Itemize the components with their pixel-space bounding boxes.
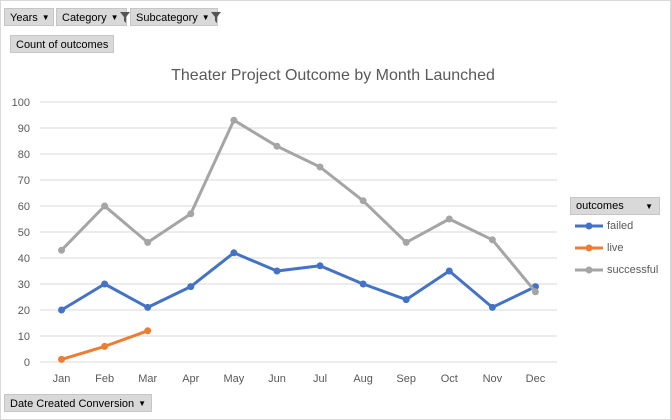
y-tick-label: 100 bbox=[12, 97, 30, 109]
x-tick-label: Aug bbox=[353, 373, 373, 385]
years-filter-button[interactable]: Years ▼ bbox=[4, 8, 54, 26]
data-point-successful bbox=[273, 142, 281, 150]
series-line-successful bbox=[60, 118, 537, 294]
legend-swatch bbox=[575, 244, 603, 252]
series-line-failed bbox=[60, 251, 537, 312]
legend-title: outcomes bbox=[576, 200, 624, 212]
data-point-successful bbox=[359, 197, 367, 205]
legend-item-successful: successful bbox=[570, 259, 660, 281]
data-point-failed bbox=[402, 296, 410, 304]
data-point-successful bbox=[445, 215, 453, 223]
x-tick-label: Nov bbox=[483, 373, 503, 385]
legend: outcomes ▼ failed live successful bbox=[570, 197, 660, 281]
funnel-filter-icon bbox=[210, 12, 221, 23]
x-tick-label: Apr bbox=[182, 373, 199, 385]
data-point-failed bbox=[273, 267, 281, 275]
data-point-failed bbox=[488, 303, 496, 311]
data-point-successful bbox=[230, 116, 238, 124]
years-filter-label: Years bbox=[10, 12, 38, 24]
y-tick-label: 70 bbox=[18, 175, 30, 187]
category-filter-button[interactable]: Category ▼ bbox=[56, 8, 130, 26]
data-point-successful bbox=[531, 288, 539, 296]
legend-swatch bbox=[575, 222, 603, 230]
data-point-failed bbox=[316, 262, 324, 270]
x-tick-label: Jan bbox=[53, 373, 71, 385]
subcategory-filter-label: Subcategory bbox=[136, 12, 198, 24]
x-tick-label: Oct bbox=[441, 373, 458, 385]
series-live bbox=[58, 327, 152, 363]
data-point-live bbox=[144, 327, 152, 335]
data-point-successful bbox=[144, 238, 152, 246]
dropdown-arrow-icon: ▼ bbox=[110, 13, 119, 22]
x-tick-label: Jul bbox=[313, 373, 327, 385]
dropdown-arrow-icon: ▼ bbox=[138, 399, 147, 408]
legend-swatch bbox=[575, 266, 603, 274]
y-tick-label: 50 bbox=[18, 227, 30, 239]
legend-label: failed bbox=[607, 220, 634, 232]
legend-field-button[interactable]: outcomes ▼ bbox=[570, 197, 660, 215]
data-point-successful bbox=[187, 210, 195, 218]
legend-item-live: live bbox=[570, 237, 660, 259]
data-point-successful bbox=[316, 163, 324, 171]
data-point-successful bbox=[58, 246, 66, 254]
data-point-failed bbox=[230, 249, 238, 257]
axis-field-label: Date Created Conversion bbox=[10, 398, 135, 410]
y-tick-label: 90 bbox=[18, 123, 30, 135]
legend-label: live bbox=[607, 242, 624, 254]
x-tick-label: Mar bbox=[138, 373, 157, 385]
x-tick-label: Feb bbox=[95, 373, 114, 385]
chart-title: Theater Project Outcome by Month Launche… bbox=[171, 67, 495, 84]
y-tick-label: 0 bbox=[24, 357, 30, 369]
x-tick-label: Jun bbox=[268, 373, 286, 385]
y-tick-label: 10 bbox=[18, 331, 30, 343]
x-tick-label: Sep bbox=[396, 373, 416, 385]
value-field-button[interactable]: Count of outcomes bbox=[10, 35, 115, 53]
dropdown-arrow-icon: ▼ bbox=[645, 202, 653, 211]
y-tick-label: 30 bbox=[18, 279, 30, 291]
data-point-failed bbox=[101, 280, 109, 288]
y-tick-label: 60 bbox=[18, 201, 30, 213]
data-point-successful bbox=[488, 236, 496, 244]
funnel-filter-icon bbox=[119, 12, 130, 23]
data-point-successful bbox=[101, 202, 109, 210]
data-point-failed bbox=[58, 306, 66, 314]
data-point-failed bbox=[359, 280, 367, 288]
x-tick-label: May bbox=[223, 373, 244, 385]
subcategory-filter-button[interactable]: Subcategory ▼ bbox=[130, 8, 221, 26]
legend-item-failed: failed bbox=[570, 215, 660, 237]
dropdown-arrow-icon: ▼ bbox=[41, 13, 50, 22]
legend-label: successful bbox=[607, 264, 659, 276]
data-point-failed bbox=[144, 303, 152, 311]
data-point-failed bbox=[445, 267, 453, 275]
axis-field-button[interactable]: Date Created Conversion ▼ bbox=[4, 394, 152, 412]
dropdown-arrow-icon: ▼ bbox=[201, 13, 210, 22]
data-point-successful bbox=[402, 238, 410, 246]
data-point-live bbox=[58, 355, 66, 363]
y-tick-label: 40 bbox=[18, 253, 30, 265]
data-point-failed bbox=[187, 283, 195, 291]
y-tick-label: 80 bbox=[18, 149, 30, 161]
x-tick-label: Dec bbox=[526, 373, 546, 385]
y-tick-label: 20 bbox=[18, 305, 30, 317]
data-point-live bbox=[101, 342, 109, 350]
category-filter-label: Category bbox=[62, 12, 107, 24]
series-failed bbox=[58, 249, 539, 314]
series-successful bbox=[58, 116, 539, 296]
